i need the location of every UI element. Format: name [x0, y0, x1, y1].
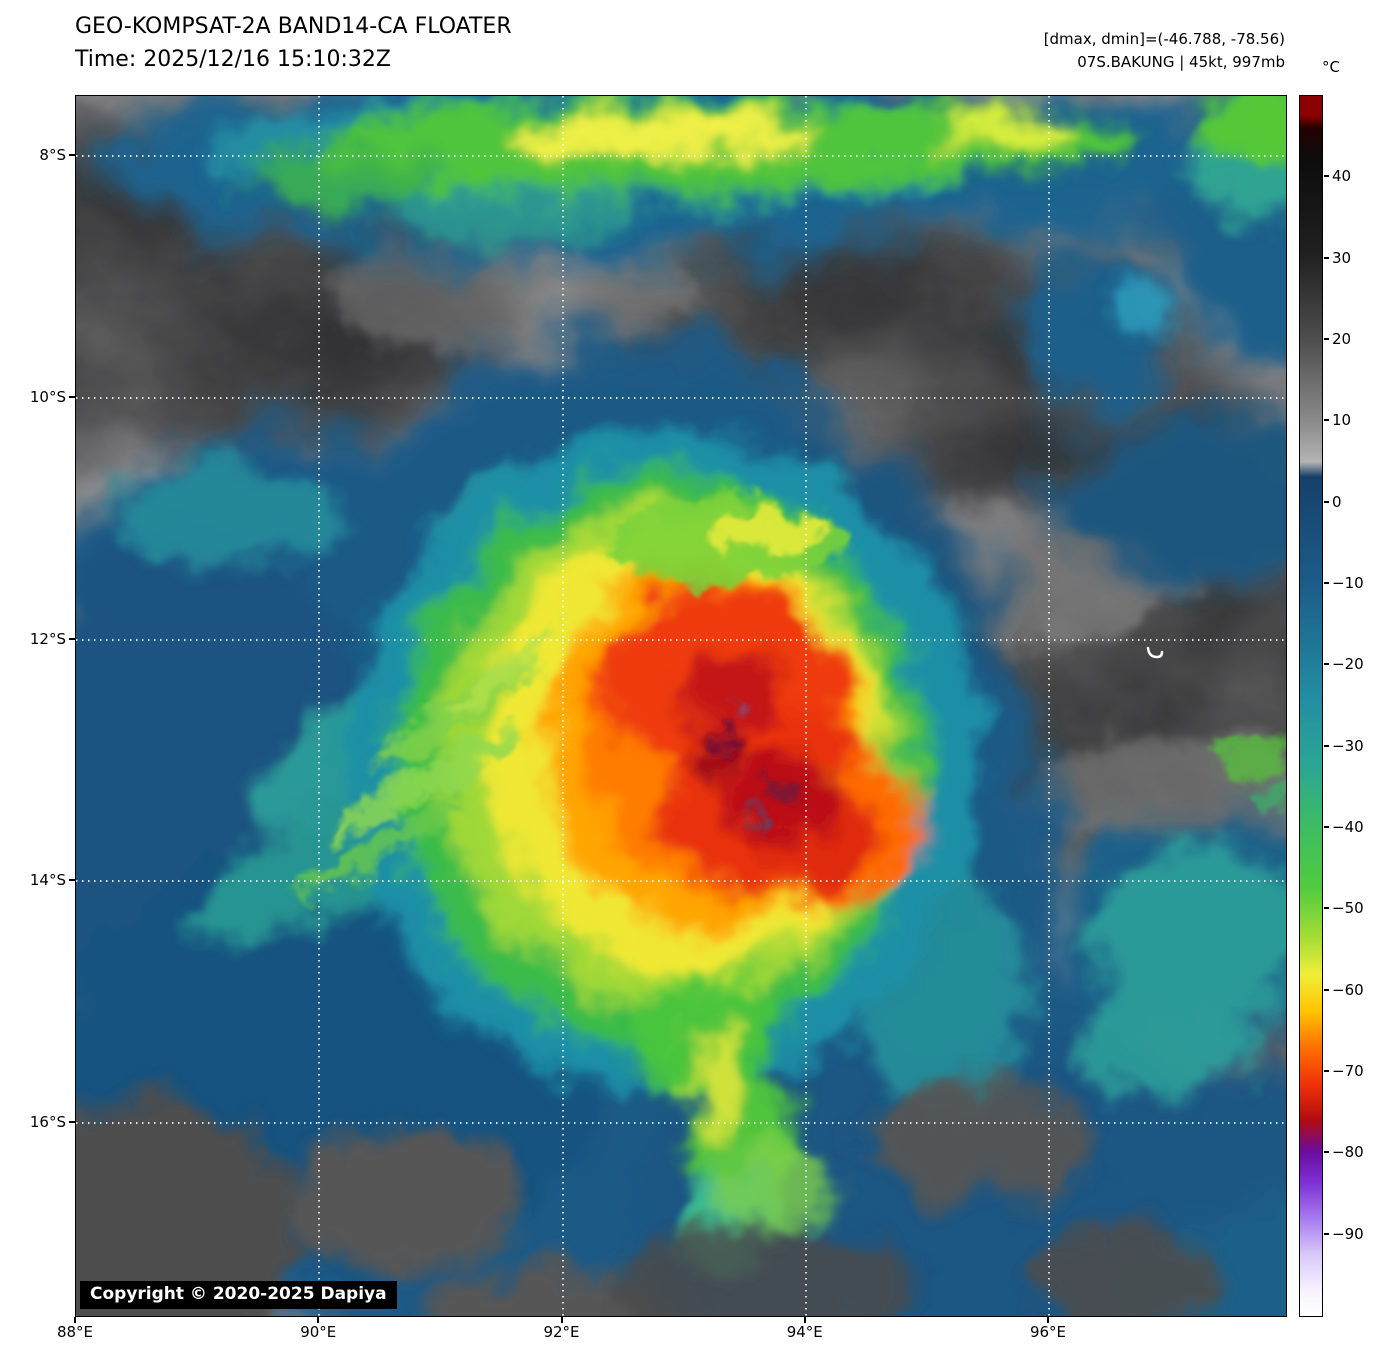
lon-tick-mark: [1047, 1317, 1049, 1323]
colorbar-tick-label: −20: [1332, 655, 1364, 674]
colorbar-tick-mark: [1324, 1232, 1329, 1235]
colorbar-tick-mark: [1324, 419, 1329, 422]
lat-tick-label: 8°S: [39, 146, 66, 164]
satellite-image: [76, 96, 1286, 1316]
colorbar-tick-label: −30: [1332, 736, 1364, 755]
colorbar-tick-label: −50: [1332, 899, 1364, 918]
copyright-watermark: Copyright © 2020-2025 Dapiya: [80, 1281, 397, 1309]
colorbar-tick-label: 30: [1332, 248, 1352, 267]
lat-lon-gridlines: [76, 96, 1286, 1316]
cyclone-tail-band: [616, 979, 916, 1316]
colorbar-tick-mark: [1324, 663, 1329, 666]
colorbar-tick-mark: [1324, 582, 1329, 584]
page-title: GEO-KOMPSAT-2A BAND14-CA FLOATER: [75, 14, 512, 39]
lat-tick-mark: [69, 1121, 75, 1123]
lat-tick-mark: [69, 879, 75, 882]
colorbar-tick-label: −40: [1332, 818, 1364, 836]
lat-tick-label: 12°S: [29, 629, 66, 648]
colorbar-tick-mark: [1324, 338, 1329, 340]
colorbar: [1299, 95, 1323, 1317]
lon-tick-mark: [560, 1317, 563, 1323]
colorbar-tick-label: 40: [1332, 167, 1352, 186]
top-cold-band: [243, 96, 1286, 242]
colorbar-unit: °C: [1322, 58, 1340, 76]
lat-tick-label: 10°S: [29, 387, 66, 406]
lon-tick-mark: [803, 1317, 806, 1323]
colorbar-tick-mark: [1324, 988, 1329, 991]
lat-tick-mark: [69, 637, 75, 640]
timestamp: Time: 2025/12/16 15:10:32Z: [75, 47, 391, 72]
lat-tick-mark: [69, 154, 75, 156]
lon-tick-mark: [317, 1317, 320, 1323]
storm-info: 07S.BAKUNG | 45kt, 997mb: [1077, 53, 1285, 71]
colorbar-tick-label: −70: [1332, 1062, 1364, 1080]
track-marker-glyph: [1146, 646, 1164, 659]
lon-tick-label: 94°E: [786, 1323, 823, 1341]
dmax-dmin-readout: [dmax, dmin]=(-46.788, -78.56): [1043, 30, 1285, 48]
colorbar-tick-label: 10: [1332, 411, 1352, 430]
colorbar-tick-label: 0: [1332, 492, 1342, 511]
lon-tick-label: 88°E: [56, 1323, 94, 1341]
colorbar-tick-mark: [1324, 1070, 1329, 1072]
lat-tick-label: 16°S: [29, 1113, 66, 1131]
lat-tick-mark: [69, 395, 75, 398]
lon-tick-label: 92°E: [543, 1323, 580, 1341]
lon-tick-mark: [74, 1317, 76, 1323]
colorbar-tick-label: −80: [1332, 1143, 1364, 1162]
colorbar-tick-mark: [1324, 1151, 1329, 1154]
colorbar-tick-mark: [1324, 175, 1329, 178]
lon-tick-label: 90°E: [300, 1323, 337, 1341]
cyclone-core-details: [292, 498, 1286, 897]
colorbar-tick-mark: [1324, 500, 1329, 503]
colorbar-tick-label: −60: [1332, 980, 1364, 999]
colorbar-tick-label: −90: [1332, 1224, 1364, 1243]
cyclone-color-stack: [348, 429, 984, 1093]
gray-cloud-islands: [76, 1079, 1211, 1316]
colorbar-tick-mark: [1324, 256, 1329, 259]
lon-tick-label: 96°E: [1029, 1323, 1067, 1341]
colorbar-tick-mark: [1324, 826, 1329, 828]
lat-tick-label: 14°S: [29, 871, 66, 890]
map-plot: Copyright © 2020-2025 Dapiya: [75, 95, 1287, 1317]
colorbar-tick-mark: [1324, 907, 1329, 910]
colorbar-tick-label: −10: [1332, 574, 1364, 592]
colorbar-tick-label: 20: [1332, 330, 1352, 348]
colorbar-tick-mark: [1324, 744, 1329, 747]
